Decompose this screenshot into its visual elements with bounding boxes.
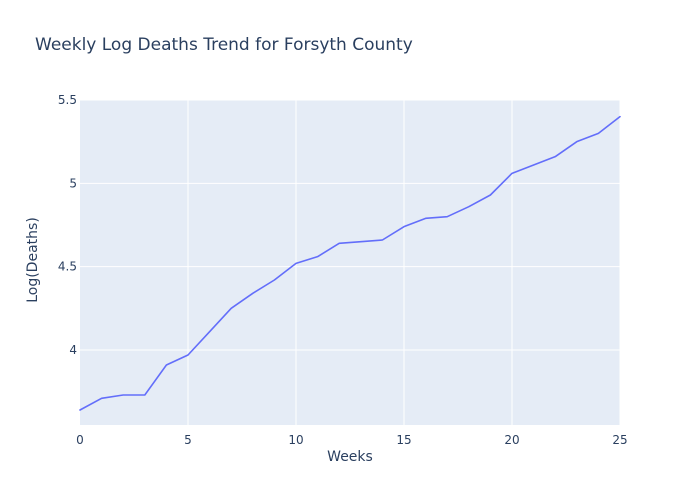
- data-point[interactable]: [423, 215, 429, 221]
- data-point[interactable]: [509, 170, 515, 176]
- data-point[interactable]: [185, 352, 191, 358]
- tick-labels: 0 5 10 15 20 25 4 4.5 5 5.5: [58, 93, 628, 447]
- data-point[interactable]: [401, 224, 407, 230]
- data-point[interactable]: [336, 240, 342, 246]
- x-tick-label: 5: [184, 433, 192, 447]
- y-tick-label: 4: [69, 343, 77, 357]
- data-point[interactable]: [77, 407, 83, 413]
- data-point[interactable]: [293, 260, 299, 266]
- x-tick-label: 0: [76, 433, 84, 447]
- y-tick-label: 5: [69, 176, 77, 190]
- data-point[interactable]: [444, 214, 450, 220]
- x-tick-label: 20: [504, 433, 519, 447]
- data-point[interactable]: [207, 329, 213, 335]
- chart-title: Weekly Log Deaths Trend for Forsyth Coun…: [35, 35, 413, 55]
- data-point[interactable]: [120, 392, 126, 398]
- data-point[interactable]: [574, 139, 580, 145]
- x-tick-label: 10: [288, 433, 303, 447]
- data-point[interactable]: [142, 392, 148, 398]
- y-tick-label: 4.5: [58, 260, 77, 274]
- series-layer: [77, 114, 623, 413]
- x-tick-label: 25: [612, 433, 627, 447]
- grid-lines: [80, 99, 621, 425]
- data-point[interactable]: [271, 277, 277, 283]
- x-axis-title: Weeks: [327, 449, 373, 465]
- y-axis-title: Log(Deaths): [25, 217, 41, 303]
- data-point[interactable]: [358, 239, 364, 245]
- y-tick-label: 5.5: [58, 93, 77, 107]
- data-point[interactable]: [552, 154, 558, 160]
- plot-area: [80, 100, 620, 425]
- data-point[interactable]: [595, 130, 601, 136]
- series-line: [79, 115, 621, 411]
- data-point[interactable]: [250, 290, 256, 296]
- data-point[interactable]: [487, 192, 493, 198]
- data-point[interactable]: [228, 305, 234, 311]
- data-point[interactable]: [466, 204, 472, 210]
- data-point[interactable]: [315, 254, 321, 260]
- x-tick-label: 15: [396, 433, 411, 447]
- data-point[interactable]: [163, 362, 169, 368]
- data-point[interactable]: [531, 162, 537, 168]
- data-point[interactable]: [99, 395, 105, 401]
- data-point[interactable]: [617, 114, 623, 120]
- data-point[interactable]: [379, 237, 385, 243]
